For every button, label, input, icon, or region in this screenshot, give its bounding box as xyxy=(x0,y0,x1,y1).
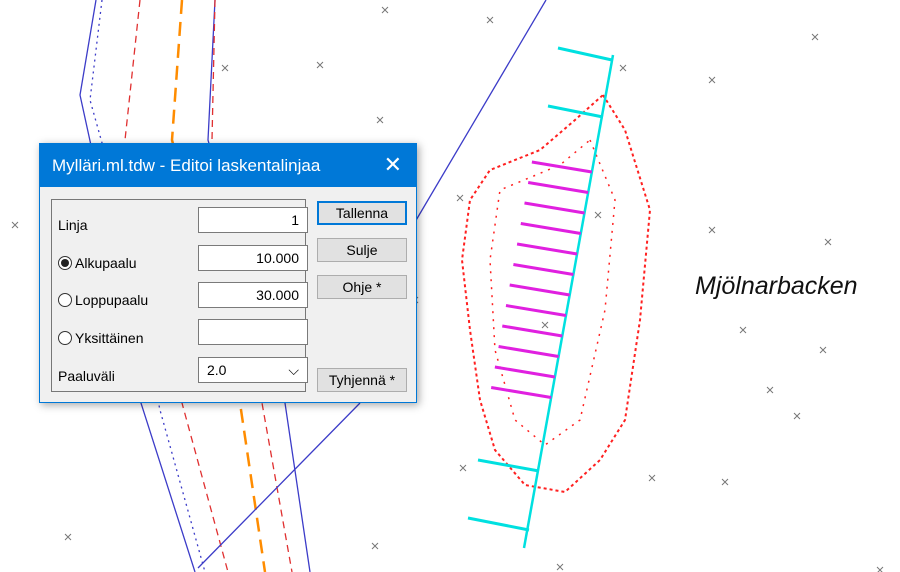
point-marker xyxy=(316,61,324,69)
point-marker xyxy=(739,326,747,334)
cross-section-line xyxy=(494,365,556,379)
point-marker xyxy=(64,533,72,541)
close-icon[interactable]: ✕ xyxy=(383,152,402,177)
alkupaalu-radio[interactable]: Alkupaalu xyxy=(58,255,137,271)
road-dashed-left xyxy=(124,0,229,572)
radio-selected-icon[interactable] xyxy=(58,256,72,270)
point-marker xyxy=(876,566,884,572)
dialog-title: Mylläri.ml.tdw - Editoi laskentalinjaa xyxy=(52,155,321,175)
title-bar[interactable]: Mylläri.ml.tdw - Editoi laskentalinjaa ✕ xyxy=(40,144,416,187)
loppupaalu-label: Loppupaalu xyxy=(75,292,149,308)
cross-section-line xyxy=(520,222,582,235)
linja-label: Linja xyxy=(58,217,88,233)
point-marker xyxy=(456,194,464,202)
yksittainen-label: Yksittäinen xyxy=(75,330,144,346)
cross-section-line xyxy=(524,201,585,215)
point-marker xyxy=(708,226,716,234)
alkupaalu-label: Alkupaalu xyxy=(75,255,137,271)
point-marker xyxy=(819,346,827,354)
linja-input[interactable]: 1 xyxy=(198,207,308,233)
alkupaalu-input[interactable]: 10.000 xyxy=(198,245,308,271)
cross-section-line xyxy=(527,181,589,194)
point-marker xyxy=(11,221,19,229)
alignment-line xyxy=(522,54,615,549)
cross-section-line xyxy=(513,263,574,276)
point-marker xyxy=(721,478,729,486)
contour-inner xyxy=(489,138,616,446)
loppupaalu-radio[interactable]: Loppupaalu xyxy=(58,292,148,308)
help-button[interactable]: Ohje * xyxy=(317,275,407,299)
paaluvali-label: Paaluväli xyxy=(58,368,115,384)
point-marker xyxy=(376,116,384,124)
point-marker xyxy=(556,563,564,571)
radio-icon[interactable] xyxy=(58,331,72,345)
point-marker xyxy=(824,238,832,246)
cross-section-line xyxy=(531,160,593,174)
paaluvali-value: 2.0 xyxy=(207,362,227,378)
cross-section-line xyxy=(490,386,552,399)
point-marker xyxy=(708,76,716,84)
save-button[interactable]: Tallenna xyxy=(317,201,407,225)
point-marker xyxy=(648,474,656,482)
point-marker xyxy=(221,64,229,72)
edit-line-dialog: Mylläri.ml.tdw - Editoi laskentalinjaa ✕… xyxy=(39,143,417,403)
point-marker xyxy=(793,412,801,420)
fields-group: Linja 1 Alkupaalu 10.000 Loppupaalu 30.0… xyxy=(51,199,308,392)
point-marker xyxy=(371,542,379,550)
yksittainen-radio[interactable]: Yksittäinen xyxy=(58,330,143,346)
cross-section-line xyxy=(498,345,559,358)
diagonal-line-lower xyxy=(197,402,361,569)
point-marker xyxy=(811,33,819,41)
radio-icon[interactable] xyxy=(58,293,72,307)
point-marker xyxy=(486,16,494,24)
point-marker xyxy=(541,321,549,329)
contour-outer xyxy=(460,93,652,494)
close-button[interactable]: Sulje xyxy=(317,238,407,262)
paaluvali-select[interactable]: 2.0 ⌵ xyxy=(198,357,308,383)
cross-section-line xyxy=(502,324,563,338)
cross-section-line xyxy=(505,304,567,317)
loppupaalu-input[interactable]: 30.000 xyxy=(198,282,308,308)
clear-button[interactable]: Tyhjennä * xyxy=(317,368,407,392)
place-label: Mjölnarbacken xyxy=(695,272,858,300)
cross-section-line xyxy=(509,283,570,297)
cross-section-line xyxy=(516,242,578,256)
diagonal-line xyxy=(414,0,547,223)
point-marker xyxy=(619,64,627,72)
point-marker xyxy=(381,6,389,14)
yksittainen-input[interactable] xyxy=(198,319,308,345)
chevron-down-icon: ⌵ xyxy=(288,362,299,378)
point-marker xyxy=(594,211,602,219)
point-marker xyxy=(459,464,467,472)
point-marker xyxy=(766,386,774,394)
road-dotted-left xyxy=(89,0,206,572)
